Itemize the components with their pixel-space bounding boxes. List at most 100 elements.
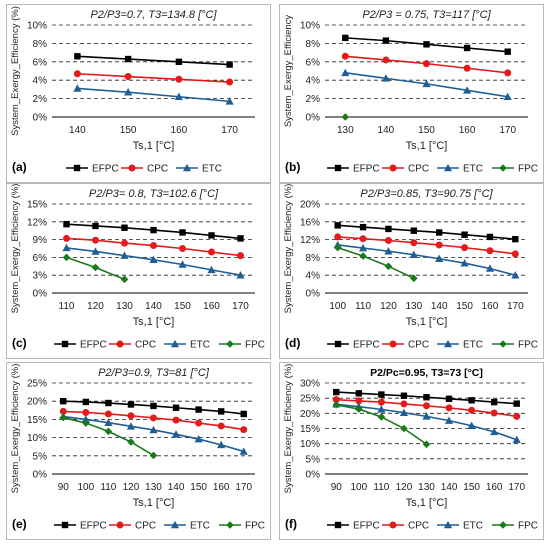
legend-marker-etc [170, 339, 180, 348]
y-tick-label: 20% [300, 200, 320, 211]
data-point-cpc [237, 252, 244, 260]
x-tick-label: 90 [58, 482, 70, 493]
legend-marker-fpc [499, 340, 507, 348]
data-point-etc [120, 251, 129, 259]
series-cpc [73, 70, 234, 86]
panel-letter: (d) [285, 336, 300, 350]
x-tick-label: 130 [145, 482, 162, 493]
data-point-cpc [490, 409, 498, 417]
data-point-etc [422, 79, 431, 88]
series-cpc [341, 52, 512, 77]
chart-panel-4: P2/P3=0.85, T3=90.75 [°C] 0% 4% 8% 12% 16% 20%… [279, 183, 544, 359]
data-point-fpc [355, 405, 363, 413]
chart-title: P2/P3=0.9, T3=81 [°C] [98, 367, 210, 379]
data-point-efpc [468, 397, 475, 404]
data-point-etc [358, 243, 368, 252]
x-tick-label: 160 [486, 482, 503, 493]
x-tick-label: 140 [69, 125, 86, 136]
series-line-etc [77, 87, 230, 103]
data-point-efpc [150, 402, 157, 410]
x-tick-label: 120 [380, 301, 397, 312]
y-tick-label: 9% [33, 235, 48, 246]
data-point-cpc [104, 410, 112, 418]
data-point-efpc [217, 408, 225, 415]
series-cpc [332, 396, 521, 420]
y-tick-label: 5% [306, 454, 321, 465]
y-tick-label: 25% [27, 379, 47, 390]
legend-marker-etc [170, 520, 180, 529]
legend-marker-cpc [116, 340, 124, 348]
legend-marker-etc [182, 163, 192, 172]
x-axis-label: Ts,1 [°C] [406, 497, 448, 509]
legend-label-efpc: EFPC [353, 521, 380, 532]
x-tick-label: 130 [337, 125, 354, 136]
data-point-efpc [445, 395, 453, 402]
data-point-efpc [105, 399, 112, 407]
chart-panel-6: P2/Pc=0.95, T3=73 [°C] 0% 5% 10% 15% 20% 25% 30… [279, 362, 544, 540]
data-point-fpc [149, 451, 158, 460]
series-efpc [60, 398, 247, 418]
legend-marker-cpc [116, 521, 124, 529]
x-tick-label: 100 [77, 482, 94, 493]
data-point-efpc [334, 222, 341, 229]
y-tick-label: 10% [27, 21, 47, 32]
series-fpc [332, 401, 431, 449]
y-tick-label: 30% [300, 379, 320, 390]
data-point-efpc [333, 388, 340, 396]
x-axis-label: Ts,1 [°C] [406, 316, 448, 328]
data-point-cpc [461, 244, 469, 252]
data-point-efpc [378, 391, 385, 398]
data-point-etc [124, 88, 133, 96]
x-tick-label: 150 [418, 125, 435, 136]
x-tick-label: 130 [405, 301, 422, 312]
legend-marker-efpc [334, 340, 342, 348]
legend-marker-fpc [226, 340, 234, 348]
data-point-efpc [60, 398, 67, 405]
legend-label-cpc: CPC [408, 164, 429, 175]
legend: EFPC CPC ETC FPC [54, 340, 265, 351]
series-cpc [59, 407, 248, 434]
data-point-efpc [195, 406, 202, 413]
x-tick-label: 110 [100, 482, 116, 493]
data-point-efpc [385, 225, 392, 233]
data-point-etc [467, 421, 476, 430]
data-point-cpc [127, 412, 135, 420]
data-point-efpc [175, 58, 183, 65]
series-efpc [63, 220, 244, 242]
data-point-etc [381, 74, 390, 82]
legend-label-efpc: EFPC [92, 164, 119, 175]
panel-frame [6, 362, 271, 540]
data-point-fpc [422, 440, 431, 449]
x-tick-label: 170 [221, 125, 238, 136]
y-tick-label: 6% [306, 57, 321, 68]
series-cpc [334, 233, 519, 258]
y-axis-label: System_Exergy_Efficiency (%) [10, 184, 21, 314]
series-efpc [74, 53, 233, 68]
data-point-efpc [208, 232, 215, 239]
data-point-cpc [504, 69, 512, 77]
data-point-etc [511, 271, 520, 279]
data-point-fpc [333, 243, 342, 252]
y-axis-label: System_Exergy_Efficiency (%) [10, 364, 21, 494]
data-point-etc [178, 260, 187, 268]
data-point-cpc [468, 406, 476, 414]
data-point-cpc [121, 239, 128, 247]
x-tick-label: 160 [203, 301, 220, 312]
x-tick-label: 110 [59, 301, 75, 312]
data-point-etc [149, 425, 158, 434]
series-etc [59, 412, 248, 455]
data-point-fpc [384, 262, 393, 271]
data-point-cpc [172, 416, 180, 424]
data-point-efpc [359, 223, 367, 231]
data-point-cpc [332, 396, 340, 404]
y-tick-label: 2% [33, 94, 48, 105]
data-point-etc [384, 247, 393, 255]
data-point-efpc [179, 229, 186, 236]
x-tick-label: 120 [123, 482, 140, 493]
x-tick-label: 100 [329, 301, 346, 312]
y-tick-label: 8% [306, 39, 321, 50]
data-point-cpc [384, 236, 392, 244]
data-point-etc [225, 97, 234, 105]
legend-label-etc: ETC [190, 521, 210, 532]
